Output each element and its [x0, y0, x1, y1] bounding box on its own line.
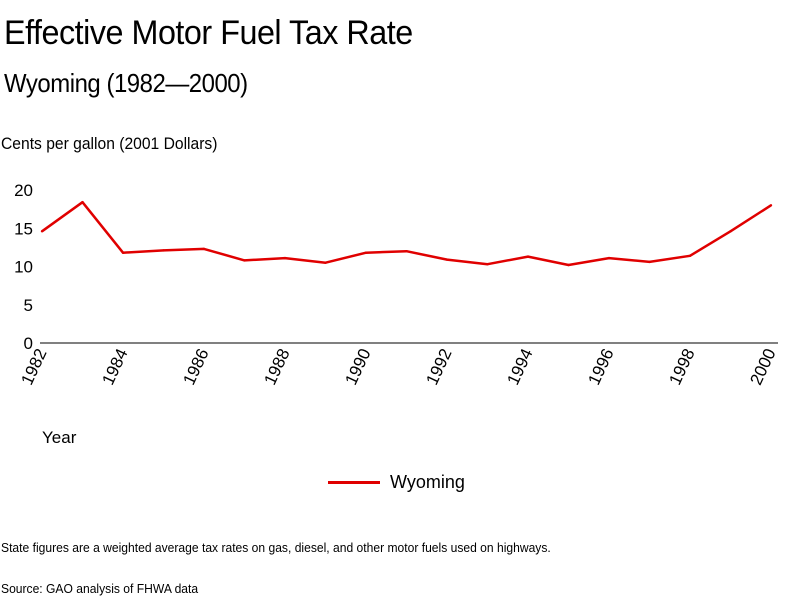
- y-tick-label: 20: [14, 181, 33, 200]
- data-point: [729, 230, 732, 233]
- data-point: [364, 251, 368, 254]
- x-axis-label: Year: [42, 428, 77, 447]
- x-tick-label: 1984: [98, 346, 131, 388]
- source-note: Source: GAO analysis of FHWA data: [1, 581, 199, 596]
- footnote: State figures are a weighted average tax…: [1, 540, 551, 555]
- x-tick-label: 1988: [260, 346, 293, 388]
- data-point: [405, 250, 408, 253]
- data-point: [688, 254, 692, 257]
- y-tick-labels: 0 5 10 15 20: [14, 181, 33, 353]
- y-tick-label: 15: [14, 219, 33, 238]
- data-point: [283, 256, 287, 260]
- chart-title: Effective Motor Fuel Tax Rate: [4, 14, 413, 52]
- data-point: [607, 256, 611, 260]
- y-tick-label: 10: [14, 258, 33, 277]
- data-point: [486, 263, 489, 266]
- data-point: [567, 263, 570, 267]
- x-tick-label: 1982: [17, 346, 50, 388]
- legend-label-wyoming: Wyoming: [390, 472, 465, 492]
- data-point: [40, 230, 44, 233]
- data-point: [162, 249, 165, 252]
- series-layer: [40, 200, 773, 267]
- x-tick-label: 1996: [584, 346, 617, 388]
- x-tick-label: 1992: [422, 346, 455, 388]
- data-point: [243, 259, 246, 262]
- data-point: [81, 201, 84, 204]
- data-point: [769, 204, 773, 207]
- y-tick-label: 5: [24, 296, 33, 315]
- data-point: [324, 261, 327, 264]
- x-tick-label: 1990: [341, 346, 374, 388]
- data-point: [202, 247, 206, 251]
- x-tick-labels: 1982 1984 1986 1988 1990 1992 1994 1996 1998 2000: [17, 346, 779, 388]
- x-tick-label: 1998: [665, 346, 698, 388]
- y-axis-label: Cents per gallon (2001 Dollars): [1, 134, 218, 153]
- data-point: [648, 260, 651, 264]
- series-line-wyoming: [41, 200, 772, 267]
- legend: Wyoming: [328, 472, 465, 493]
- data-point: [445, 258, 449, 261]
- x-tick-label: 2000: [746, 346, 779, 388]
- data-point: [526, 255, 530, 258]
- x-tick-label: 1994: [503, 346, 536, 388]
- x-tick-label: 1986: [179, 346, 212, 388]
- legend-swatch-wyoming: [328, 481, 380, 484]
- chart-subtitle: Wyoming (1982—2000): [4, 68, 248, 98]
- data-point: [121, 251, 125, 254]
- y-tick-label: 0: [24, 334, 33, 353]
